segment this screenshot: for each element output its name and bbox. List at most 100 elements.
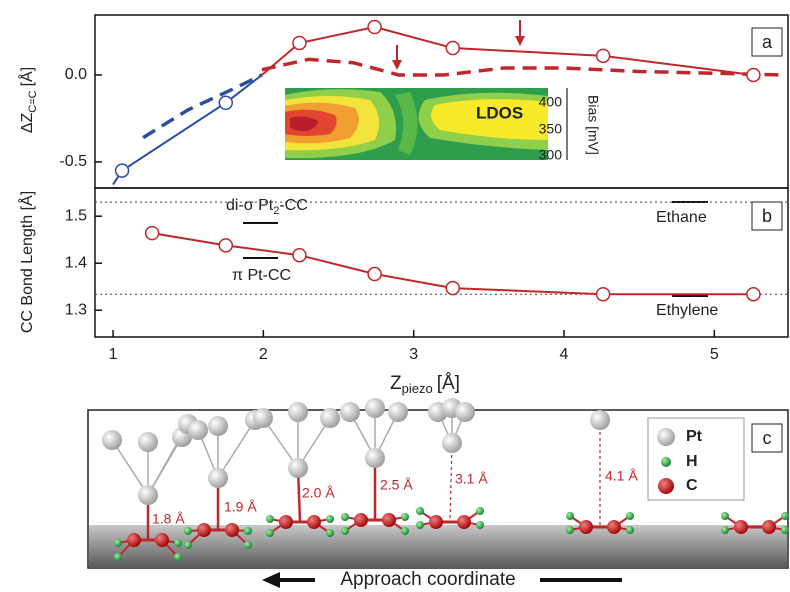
h-atom bbox=[114, 539, 122, 547]
y-axis-label-part: C=C bbox=[27, 90, 39, 112]
pt-atom bbox=[388, 402, 408, 422]
y-axis-label-part: CC Bond Length [Å] bbox=[17, 191, 36, 333]
pt-atom bbox=[208, 468, 228, 488]
arrows bbox=[392, 20, 525, 70]
data-point bbox=[746, 67, 761, 83]
h-atom bbox=[401, 527, 409, 535]
pt-atom bbox=[208, 416, 228, 436]
legend-label: H bbox=[686, 453, 698, 470]
pt-atom bbox=[138, 432, 158, 452]
h-atom bbox=[244, 541, 252, 549]
pt-atom bbox=[365, 448, 385, 468]
c-atom bbox=[279, 515, 293, 529]
h-atom bbox=[781, 512, 789, 520]
pt-atom bbox=[320, 408, 340, 428]
annotation: Ethylene bbox=[656, 302, 718, 319]
inset-label: LDOS bbox=[476, 103, 523, 122]
bond bbox=[262, 417, 299, 469]
data-point bbox=[292, 247, 307, 263]
h-atom bbox=[266, 529, 274, 537]
y-tick-label: 0.0 bbox=[65, 66, 87, 83]
h-atom bbox=[721, 512, 729, 520]
x-axis-label: Zpiezo [Å] bbox=[390, 373, 460, 396]
pt-atom bbox=[365, 398, 385, 418]
data-point bbox=[218, 238, 234, 253]
legend-label: Pt bbox=[686, 428, 703, 445]
h-atom bbox=[626, 526, 634, 534]
distance-label: 1.8 Å bbox=[152, 511, 185, 527]
c-atom bbox=[734, 520, 748, 534]
y-axis-label-part: [Å] bbox=[17, 67, 36, 87]
y-axis-label: ΔZC=C [Å] bbox=[17, 67, 39, 133]
pt-atom bbox=[288, 402, 308, 422]
h-atom bbox=[566, 512, 574, 520]
c-atom bbox=[127, 533, 141, 547]
series-line bbox=[112, 74, 263, 186]
h-atom bbox=[416, 507, 424, 515]
h-atom bbox=[416, 521, 424, 529]
data-point bbox=[595, 48, 611, 64]
h-atom bbox=[266, 515, 274, 523]
y-tick-label: 1.3 bbox=[65, 301, 87, 318]
h-atom bbox=[184, 541, 192, 549]
c-atom bbox=[457, 515, 471, 529]
molecules: 1.8 Å 1.9 Å 2.0 Å 2.5 Å 3.1 Å 4.1 Å bbox=[102, 398, 789, 561]
distance-label: 4.1 Å bbox=[605, 468, 638, 484]
h-atom bbox=[401, 513, 409, 521]
pt-atom bbox=[138, 485, 158, 505]
h-atom bbox=[476, 521, 484, 529]
pt-c-distance bbox=[449, 442, 453, 523]
h-atom bbox=[781, 526, 789, 534]
distance-label: 1.9 Å bbox=[224, 499, 257, 515]
x-axis-label-part: Z bbox=[390, 373, 402, 394]
c-atom bbox=[579, 520, 593, 534]
series-line bbox=[261, 25, 754, 76]
c-atom bbox=[307, 515, 321, 529]
c-atom bbox=[197, 523, 211, 537]
data-point bbox=[595, 286, 611, 302]
c-atom bbox=[155, 533, 169, 547]
data-point bbox=[445, 40, 461, 56]
panel-label: a bbox=[762, 32, 773, 52]
h-atom bbox=[476, 507, 484, 515]
y-tick-label: 1.5 bbox=[65, 207, 87, 224]
annotation-bars bbox=[243, 201, 708, 297]
h-atom bbox=[721, 526, 729, 534]
x-tick-label: 2 bbox=[259, 346, 268, 363]
h-atom bbox=[244, 527, 252, 535]
annotation: Ethane bbox=[656, 209, 707, 226]
y-tick-label: -0.5 bbox=[59, 153, 87, 170]
y-tick-label: 1.4 bbox=[65, 254, 87, 271]
data-point bbox=[144, 225, 160, 241]
inset-axis-label: Bias [mV] bbox=[585, 95, 601, 155]
inset-tick: 400 bbox=[539, 94, 563, 110]
distance-label: 3.1 Å bbox=[455, 471, 488, 487]
h-atom bbox=[326, 529, 334, 537]
distance-label: 2.5 Å bbox=[380, 477, 413, 493]
h-atom bbox=[184, 527, 192, 535]
panel-label-box bbox=[751, 423, 783, 453]
c-atom bbox=[382, 513, 396, 527]
pt-atom bbox=[253, 408, 273, 428]
caption: Approach coordinate bbox=[340, 569, 515, 590]
c-atom bbox=[225, 523, 239, 537]
pt-atom bbox=[188, 420, 208, 440]
h-atom bbox=[341, 513, 349, 521]
y-axis-label-part: ΔZ bbox=[19, 112, 36, 133]
data-point bbox=[218, 95, 234, 111]
data-point bbox=[367, 266, 382, 282]
pt-atom bbox=[288, 458, 308, 478]
h-atom bbox=[626, 512, 634, 520]
h-atom bbox=[341, 527, 349, 535]
inset-tick: 350 bbox=[539, 121, 563, 137]
pt-atom bbox=[590, 410, 610, 430]
panel-label: b bbox=[762, 206, 772, 226]
x-tick-label: 4 bbox=[560, 346, 569, 363]
x-tick-label: 5 bbox=[710, 346, 719, 363]
data-point bbox=[746, 286, 761, 302]
pt-atom bbox=[102, 430, 122, 450]
pt-atom bbox=[340, 402, 360, 422]
data-point bbox=[292, 35, 307, 51]
bond bbox=[217, 419, 256, 479]
